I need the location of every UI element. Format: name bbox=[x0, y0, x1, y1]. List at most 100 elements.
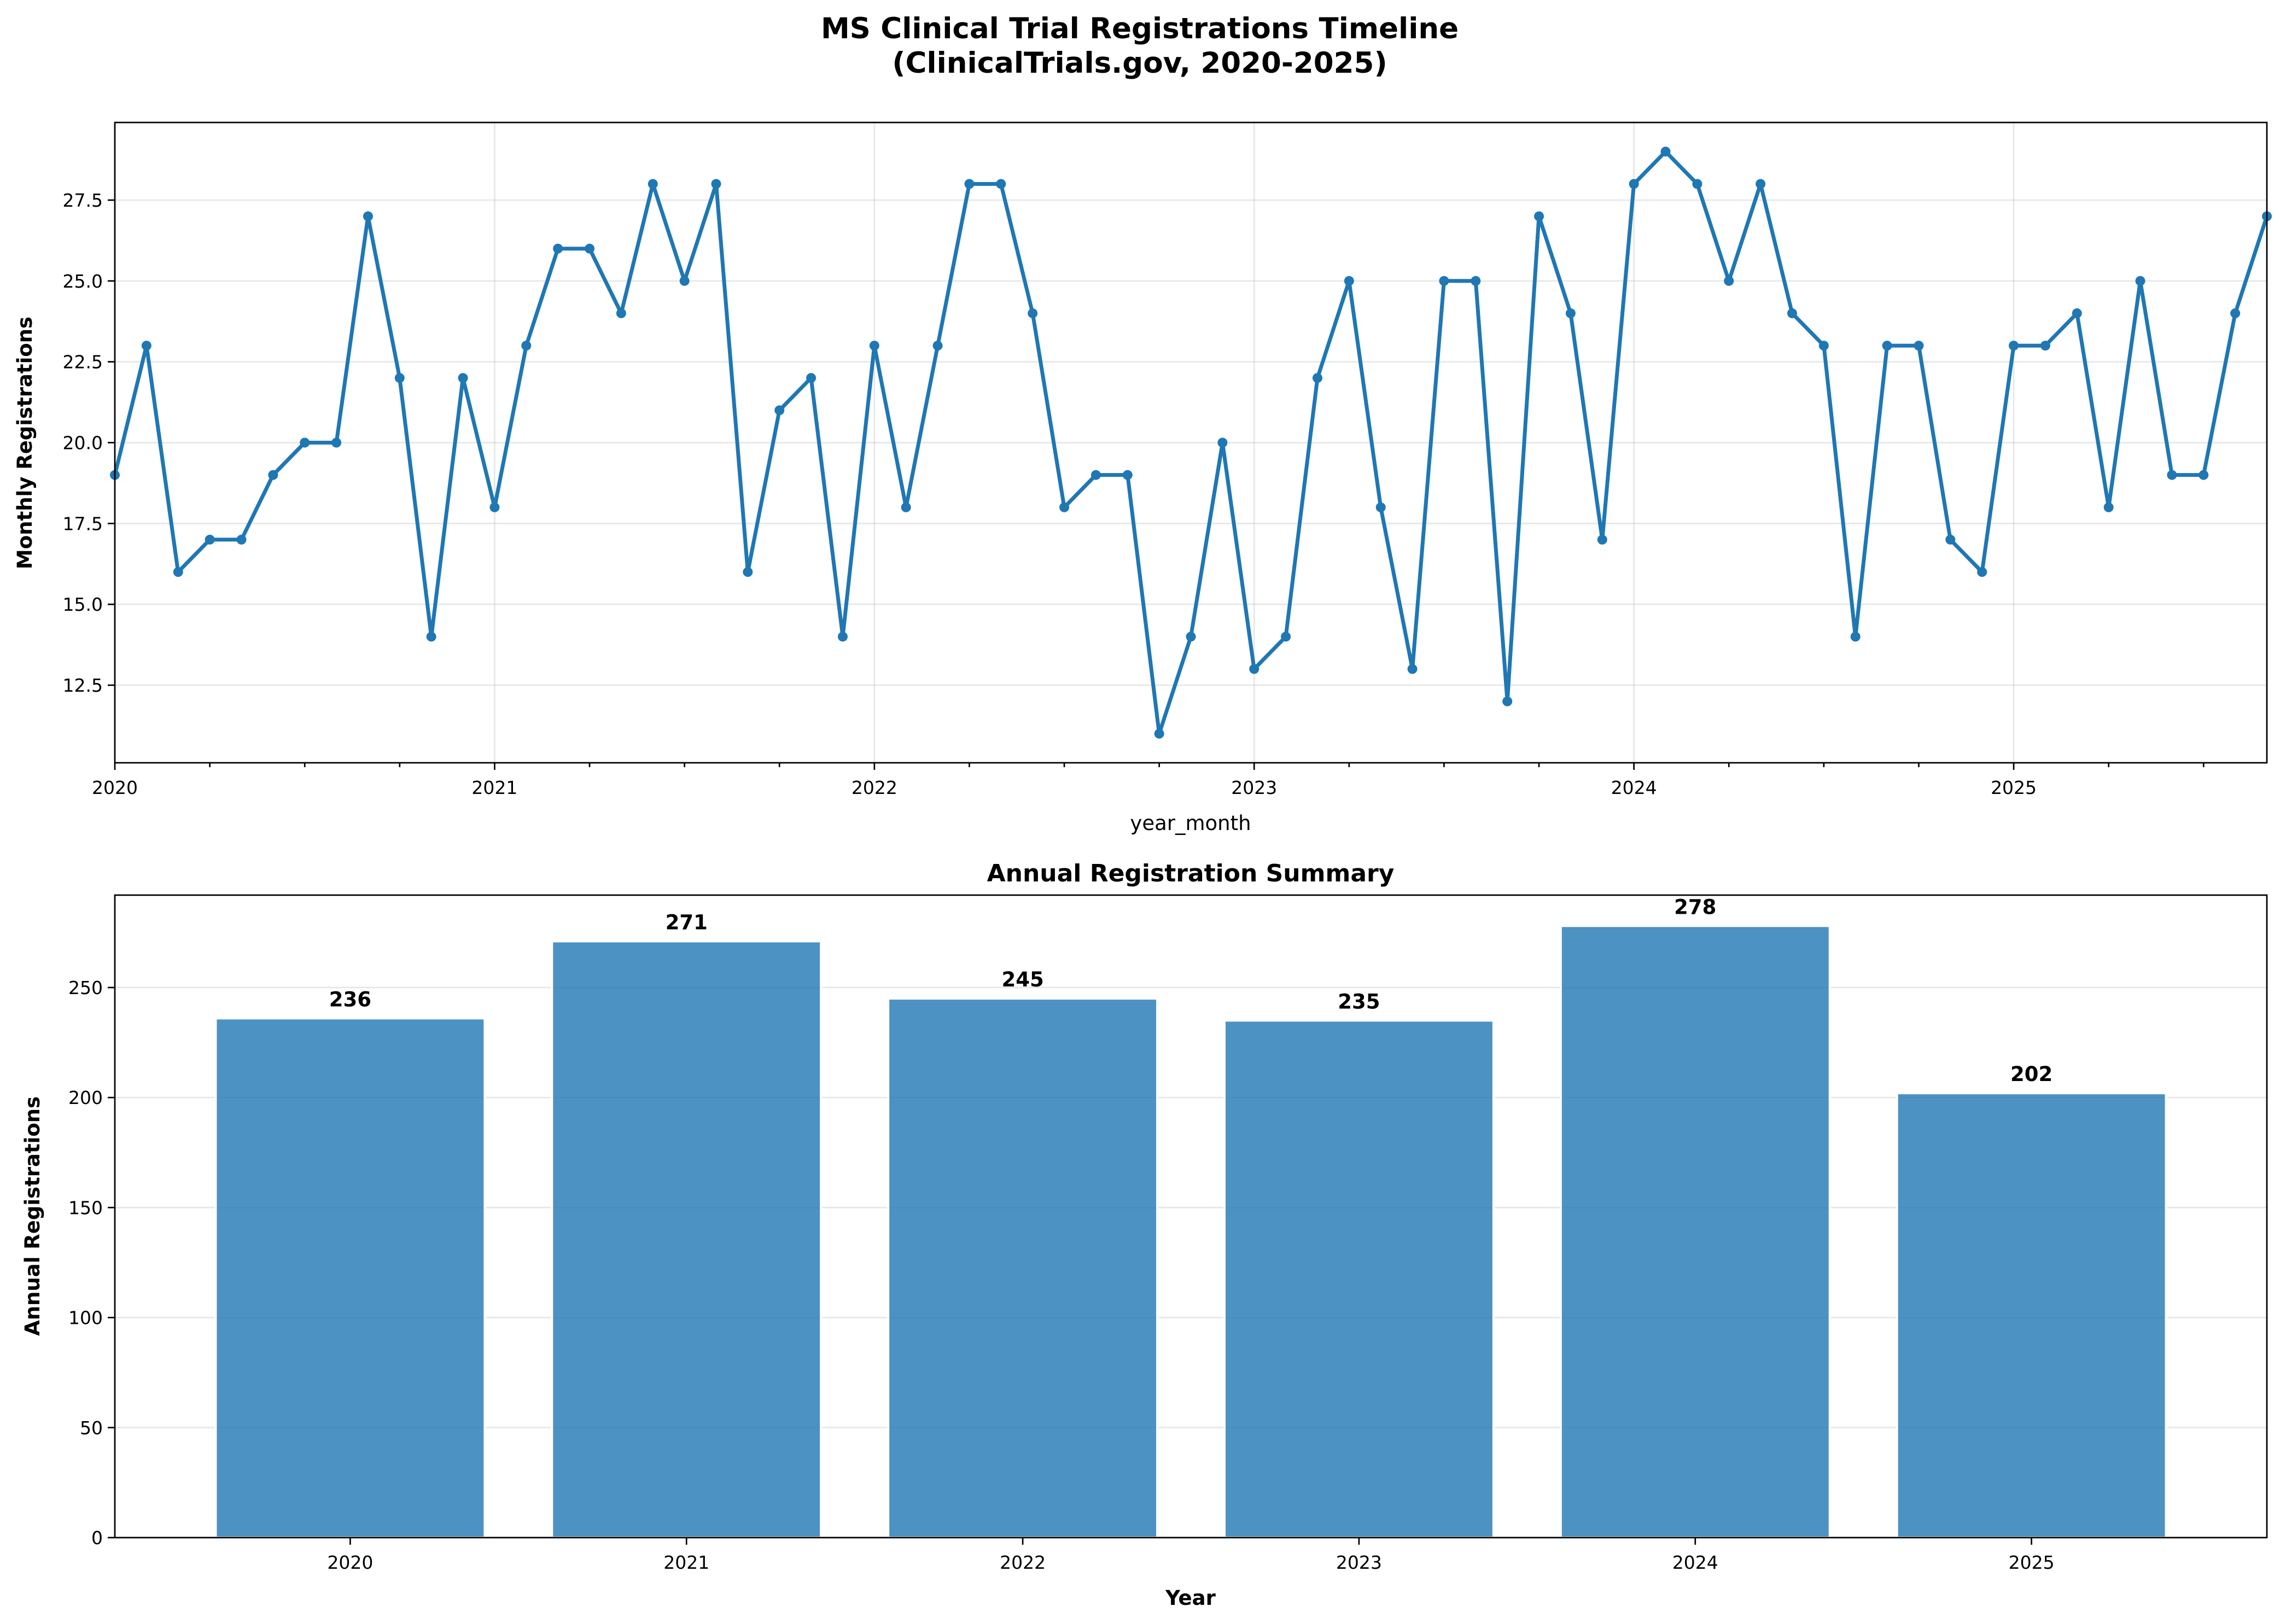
bar-y-tick-label: 150 bbox=[68, 1197, 103, 1218]
line-chart-panel: 2020 2021 2022 2023 2024 2025 12.5 15.0 17.5 20.0… bbox=[13, 121, 2272, 835]
bar-2020 bbox=[214, 1017, 486, 1539]
line-chart-grid bbox=[114, 122, 2267, 763]
bar-value-label: 278 bbox=[1674, 895, 1716, 919]
line-data-point bbox=[1407, 664, 1418, 674]
line-data-point bbox=[996, 179, 1006, 189]
bar-2021 bbox=[551, 940, 823, 1539]
line-data-point bbox=[1565, 308, 1576, 318]
line-data-point bbox=[363, 211, 373, 221]
line-data-point bbox=[1439, 276, 1449, 286]
bar-value-label: 202 bbox=[2010, 1062, 2052, 1086]
bar-y-tick-label: 200 bbox=[68, 1087, 103, 1108]
bar-value-label: 245 bbox=[1001, 968, 1043, 991]
line-data-point bbox=[964, 179, 975, 189]
bar-chart-xlabel: Year bbox=[1165, 1586, 1216, 1610]
line-data-point bbox=[837, 632, 848, 642]
bar-y-tick-label: 250 bbox=[68, 977, 103, 998]
line-data-point bbox=[1217, 437, 1228, 448]
line-data-point bbox=[1186, 632, 1196, 642]
line-data-point bbox=[869, 341, 879, 351]
line-data-point bbox=[1660, 147, 1671, 157]
line-data-point bbox=[901, 502, 911, 512]
line-data-point bbox=[1091, 470, 1101, 480]
bar-y-tick-label: 50 bbox=[80, 1417, 103, 1439]
bar-x-tick-label: 2020 bbox=[327, 1552, 373, 1573]
line-data-point bbox=[1629, 179, 1639, 189]
line-data-point bbox=[1945, 534, 1956, 545]
line-data-point bbox=[300, 437, 310, 448]
line-data-point bbox=[1882, 341, 1892, 351]
line-data-point bbox=[268, 470, 278, 480]
line-data-point bbox=[1059, 502, 1070, 512]
bar-layer: 236 271 245 235 278 202 bbox=[214, 895, 2167, 1539]
line-data-point bbox=[2040, 341, 2050, 351]
line-data-point bbox=[141, 341, 151, 351]
line-data-point bbox=[2103, 502, 2114, 512]
bar-chart-title: Annual Registration Summary bbox=[987, 860, 1395, 887]
line-data-point bbox=[679, 276, 690, 286]
line-data-point bbox=[1471, 276, 1481, 286]
bar-2023 bbox=[1223, 1019, 1495, 1539]
bar-2024 bbox=[1559, 925, 1831, 1539]
line-data-point bbox=[1312, 373, 1322, 383]
line-x-tick-label: 2021 bbox=[471, 777, 517, 798]
line-data-point bbox=[1122, 470, 1133, 480]
line-data-point bbox=[1724, 276, 1734, 286]
line-data-point bbox=[1787, 308, 1797, 318]
line-data-point bbox=[205, 534, 215, 545]
line-data-point bbox=[1914, 341, 1924, 351]
line-data-point bbox=[932, 341, 943, 351]
line-chart-ticks: 2020 2021 2022 2023 2024 2025 12.5 15.0 17.5 20.0… bbox=[63, 190, 2205, 798]
bar-chart-frame bbox=[114, 894, 2268, 1539]
line-data-point bbox=[1597, 534, 1607, 545]
line-data-point bbox=[1375, 502, 1386, 512]
line-data-point bbox=[394, 373, 405, 383]
line-data-point bbox=[2135, 276, 2145, 286]
line-data-point bbox=[2230, 308, 2241, 318]
bar-value-label: 271 bbox=[666, 911, 708, 934]
line-data-point bbox=[1818, 341, 1829, 351]
bar-2022 bbox=[887, 997, 1159, 1539]
bar-y-tick-label: 100 bbox=[68, 1307, 103, 1329]
line-data-point bbox=[553, 243, 563, 254]
line-data-point bbox=[2072, 308, 2082, 318]
bar-chart-ticks: 0 50 100 150 200 250 2020 2021 2022 2023 2024 2025 bbox=[68, 977, 2055, 1573]
line-data-point bbox=[1850, 632, 1861, 642]
line-data-point bbox=[1977, 567, 1987, 577]
line-data-point bbox=[1249, 664, 1259, 674]
line-x-tick-label: 2022 bbox=[852, 777, 897, 798]
bar-value-label: 236 bbox=[329, 988, 371, 1011]
line-data-point bbox=[173, 567, 183, 577]
line-y-tick-label: 20.0 bbox=[63, 433, 103, 454]
line-data-point bbox=[648, 179, 658, 189]
figure-title-line1: MS Clinical Trial Registrations Timeline bbox=[821, 12, 1459, 45]
line-data-point bbox=[616, 308, 626, 318]
line-data-point bbox=[2009, 341, 2019, 351]
line-y-tick-label: 12.5 bbox=[63, 675, 103, 696]
line-data-point bbox=[2167, 470, 2177, 480]
line-data-point bbox=[521, 341, 532, 351]
line-data-point bbox=[1692, 179, 1702, 189]
line-y-tick-label: 27.5 bbox=[63, 190, 103, 211]
line-data-point bbox=[489, 502, 500, 512]
line-chart-ylabel: Monthly Registrations bbox=[13, 317, 37, 569]
line-data-point bbox=[774, 405, 785, 416]
line-data-point bbox=[236, 534, 247, 545]
line-data-point bbox=[711, 179, 721, 189]
line-data-point bbox=[743, 567, 753, 577]
line-x-tick-label: 2024 bbox=[1611, 777, 1657, 798]
line-y-tick-label: 17.5 bbox=[63, 513, 103, 534]
line-data-point bbox=[1534, 211, 1544, 221]
line-data-point bbox=[1502, 696, 1513, 706]
bar-chart-panel: Annual Registration Summary 236 271 245 235… bbox=[21, 860, 2268, 1610]
line-y-tick-label: 25.0 bbox=[63, 271, 103, 292]
line-y-tick-label: 22.5 bbox=[63, 352, 103, 373]
bar-x-tick-label: 2024 bbox=[1672, 1552, 1718, 1573]
line-x-tick-label: 2023 bbox=[1231, 777, 1277, 798]
bar-2025 bbox=[1896, 1092, 2167, 1539]
bar-value-label: 235 bbox=[1338, 990, 1380, 1013]
bar-x-tick-label: 2021 bbox=[663, 1552, 709, 1573]
bar-x-tick-label: 2025 bbox=[2009, 1552, 2055, 1573]
line-data-point bbox=[458, 373, 468, 383]
